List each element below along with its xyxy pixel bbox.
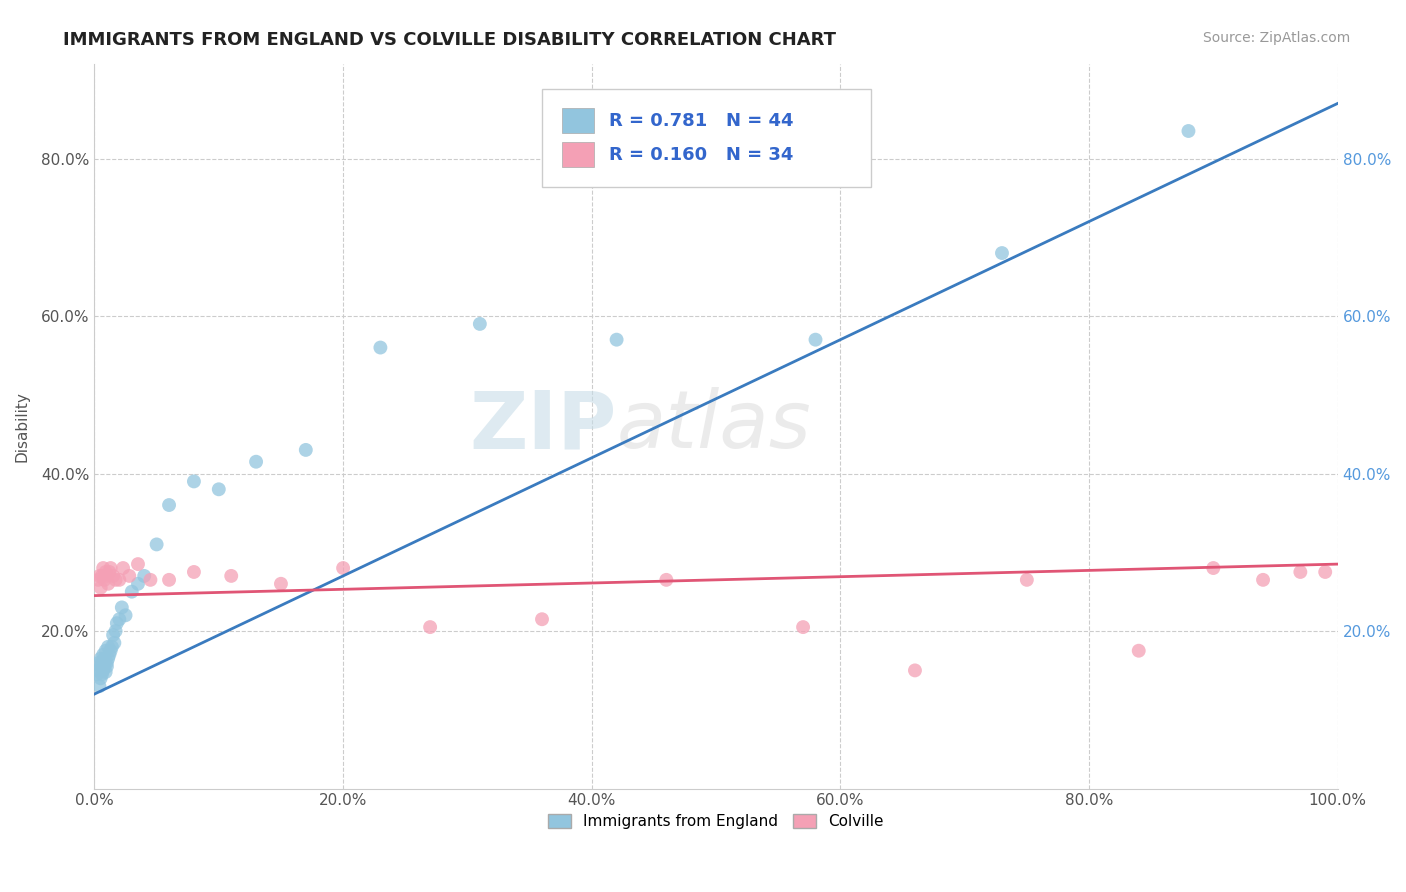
Point xyxy=(91,664,114,678)
Point xyxy=(145,537,167,551)
Point xyxy=(94,565,117,579)
Point xyxy=(127,557,149,571)
Point xyxy=(87,664,110,678)
Point xyxy=(93,659,115,673)
Point xyxy=(904,664,927,678)
Point xyxy=(91,648,114,662)
Point xyxy=(419,620,441,634)
Legend: Immigrants from England, Colville: Immigrants from England, Colville xyxy=(541,808,890,835)
Point xyxy=(139,573,162,587)
Text: R = 0.160   N = 34: R = 0.160 N = 34 xyxy=(609,145,793,163)
Point xyxy=(183,565,205,579)
Y-axis label: Disability: Disability xyxy=(15,391,30,462)
Point xyxy=(606,333,628,347)
Point xyxy=(1128,644,1150,658)
Point xyxy=(97,651,120,665)
Point xyxy=(98,648,121,662)
Point xyxy=(96,569,118,583)
Point xyxy=(370,341,392,355)
Text: IMMIGRANTS FROM ENGLAND VS COLVILLE DISABILITY CORRELATION CHART: IMMIGRANTS FROM ENGLAND VS COLVILLE DISA… xyxy=(63,31,837,49)
Point xyxy=(530,612,553,626)
Point xyxy=(94,644,117,658)
Point xyxy=(90,656,112,670)
Text: R = 0.781   N = 44: R = 0.781 N = 44 xyxy=(609,112,793,129)
Point xyxy=(121,584,143,599)
Point xyxy=(96,659,118,673)
Point xyxy=(98,565,121,579)
Point xyxy=(295,442,318,457)
Point xyxy=(104,573,127,587)
Point xyxy=(157,498,180,512)
Text: atlas: atlas xyxy=(617,387,811,466)
Text: ZIP: ZIP xyxy=(470,387,617,466)
Point xyxy=(332,561,354,575)
Point xyxy=(1202,561,1225,575)
Point xyxy=(90,569,112,583)
Point xyxy=(219,569,242,583)
Point xyxy=(101,569,124,583)
Point xyxy=(97,576,120,591)
Point xyxy=(1251,573,1274,587)
Point xyxy=(101,640,124,654)
Point xyxy=(87,573,110,587)
Point xyxy=(1015,573,1038,587)
Point xyxy=(112,561,135,575)
Point xyxy=(118,569,141,583)
Point xyxy=(804,333,827,347)
Point xyxy=(127,576,149,591)
Point xyxy=(1177,124,1199,138)
Point xyxy=(93,573,115,587)
Point xyxy=(103,636,125,650)
Point xyxy=(134,569,156,583)
FancyBboxPatch shape xyxy=(562,143,595,167)
FancyBboxPatch shape xyxy=(541,89,872,187)
Point xyxy=(108,612,131,626)
Point xyxy=(245,455,267,469)
Point xyxy=(183,475,205,489)
Point xyxy=(91,561,114,575)
Point xyxy=(94,665,117,679)
Point xyxy=(108,573,131,587)
Point xyxy=(157,573,180,587)
Point xyxy=(93,651,115,665)
Point xyxy=(90,581,112,595)
Point xyxy=(792,620,814,634)
Point xyxy=(100,644,122,658)
Point xyxy=(89,679,111,693)
Point xyxy=(86,667,108,681)
Point xyxy=(655,573,678,587)
Point xyxy=(96,656,118,670)
Point xyxy=(90,671,112,685)
Point xyxy=(270,576,292,591)
Point xyxy=(468,317,491,331)
Point xyxy=(101,628,124,642)
Point xyxy=(1315,565,1337,579)
Point xyxy=(100,561,122,575)
Point xyxy=(114,608,136,623)
FancyBboxPatch shape xyxy=(562,108,595,133)
Point xyxy=(90,667,112,681)
Point xyxy=(90,651,112,665)
Point xyxy=(105,616,128,631)
Point xyxy=(1289,565,1312,579)
Point xyxy=(208,483,231,497)
Point xyxy=(89,569,111,583)
Text: Source: ZipAtlas.com: Source: ZipAtlas.com xyxy=(1202,31,1350,45)
Point xyxy=(111,600,134,615)
Point xyxy=(991,246,1014,260)
Point xyxy=(89,656,111,670)
Point xyxy=(97,640,120,654)
Point xyxy=(104,624,127,638)
Point xyxy=(90,659,112,673)
